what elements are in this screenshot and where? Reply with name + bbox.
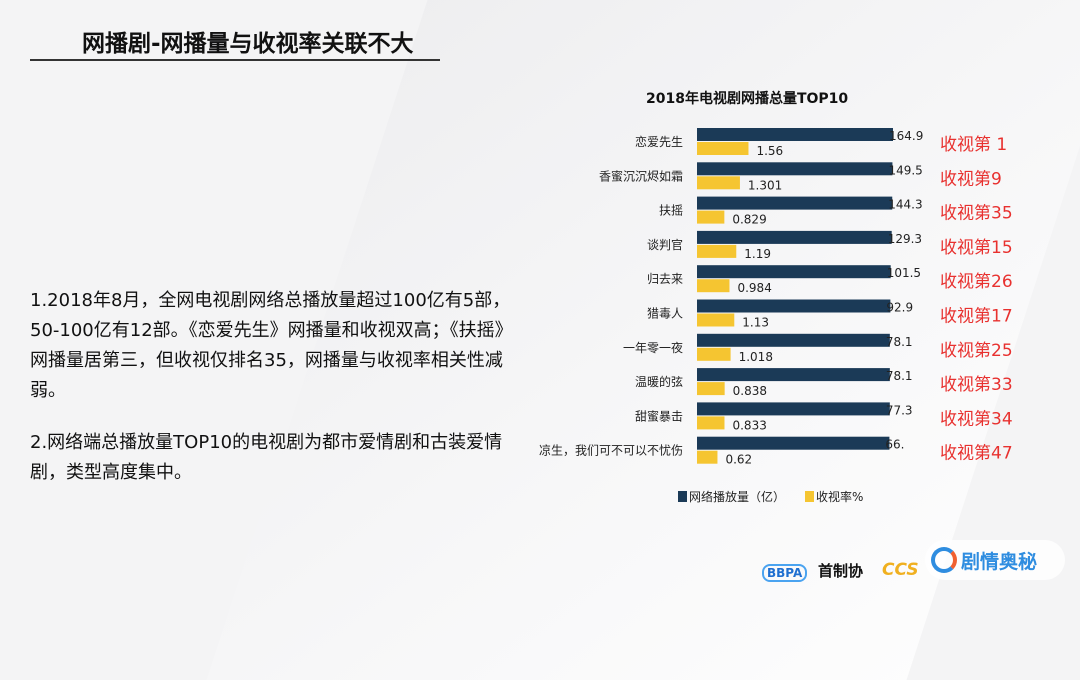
legend-swatch xyxy=(805,491,815,502)
bar-plays xyxy=(697,436,890,450)
rating-rank-annotation: 收视第47 xyxy=(940,444,1013,464)
category-label: 猎毒人 xyxy=(647,307,683,321)
bar-rating xyxy=(697,176,740,190)
play-logo-icon xyxy=(931,547,957,573)
value-label-plays: 101.5 xyxy=(887,266,921,280)
shouzhi-logo: 首制协 xyxy=(818,562,864,580)
legend-item-plays: 网络播放量（亿） xyxy=(678,488,785,505)
bar-rating xyxy=(697,347,731,361)
rating-rank-annotation: 收视第35 xyxy=(940,204,1013,224)
rating-rank-annotation: 收视第 1 xyxy=(940,135,1007,155)
value-label-plays: 66. xyxy=(885,438,904,452)
bar-plays xyxy=(697,196,893,210)
watermark: 剧情奥秘 xyxy=(925,540,1065,580)
slide-body: 1.2018年8月，全网电视剧网络总播放量超过100亿有5部，50-100亿有1… xyxy=(30,286,525,510)
bar-plays xyxy=(697,265,891,279)
bar-rating xyxy=(697,142,749,155)
bar-plays xyxy=(697,230,892,244)
bar-plays xyxy=(697,368,890,382)
paragraph-1: 1.2018年8月，全网电视剧网络总播放量超过100亿有5部，50-100亿有1… xyxy=(30,290,513,401)
category-label: 温暖的弦 xyxy=(635,374,683,389)
bar-rating xyxy=(697,382,725,396)
legend-item-rating: 收视率% xyxy=(805,488,863,505)
value-label-plays: 92.9 xyxy=(886,301,913,315)
rating-rank-annotation: 收视第15 xyxy=(940,238,1013,258)
category-label: 恋爱先生 xyxy=(635,134,683,149)
rating-rank-annotation: 收视第26 xyxy=(940,272,1013,292)
value-label-rating: 1.301 xyxy=(748,178,782,192)
legend-label: 网络播放量（亿） xyxy=(689,490,786,504)
value-label-rating: 1.19 xyxy=(744,247,771,261)
category-label: 凉生，我们可不可以不忧伤 xyxy=(539,443,683,458)
value-label-plays: 78.1 xyxy=(886,369,913,383)
value-label-plays: 77.3 xyxy=(886,403,913,417)
value-label-rating: 1.13 xyxy=(742,316,769,330)
category-label: 谈判官 xyxy=(647,237,683,252)
value-label-rating: 0.829 xyxy=(732,213,766,227)
legend-label: 收视率% xyxy=(816,490,864,504)
bar-plays xyxy=(697,333,890,347)
bar-plays xyxy=(697,128,893,141)
value-label-rating: 1.018 xyxy=(739,350,773,364)
rating-rank-annotation: 收视第33 xyxy=(940,375,1013,395)
legend-swatch xyxy=(678,491,687,502)
chart-legend: 网络播放量（亿） 收视率% xyxy=(678,488,863,505)
value-label-rating: 0.833 xyxy=(732,418,766,432)
chart-title: 2018年电视剧网播总量TOP10 xyxy=(646,91,849,107)
rating-rank-annotation: 收视第25 xyxy=(940,341,1013,361)
bbpa-logo: BBPA xyxy=(762,564,808,582)
value-label-plays: 164.9 xyxy=(889,129,923,143)
bar-rating xyxy=(697,210,725,224)
title-underline xyxy=(30,59,440,61)
rating-rank-annotation: 收视第34 xyxy=(940,409,1013,429)
bar-rating xyxy=(697,416,725,430)
value-label-plays: 144.3 xyxy=(888,198,922,212)
category-label: 甜蜜暴击 xyxy=(635,408,683,423)
value-label-rating: 0.984 xyxy=(737,281,771,295)
category-label: 香蜜沉沉烬如霜 xyxy=(599,168,683,183)
value-label-plays: 129.3 xyxy=(888,232,922,246)
rating-rank-annotation: 收视第9 xyxy=(940,169,1002,189)
category-label: 扶摇 xyxy=(659,203,683,218)
rating-rank-annotation: 收视第17 xyxy=(940,307,1013,327)
bar-rating xyxy=(697,450,718,464)
bar-rating xyxy=(697,244,737,258)
slide-title: 网播剧-网播量与收视率关联不大 xyxy=(82,31,414,57)
value-label-plays: 149.5 xyxy=(888,163,922,177)
bar-plays xyxy=(697,402,890,416)
watermark-text: 剧情奥秘 xyxy=(961,550,1038,573)
value-label-plays: 78.1 xyxy=(886,335,913,349)
bar-rating xyxy=(697,313,735,327)
bar-plays xyxy=(697,162,893,176)
bar-plays xyxy=(697,299,891,313)
bar-rating xyxy=(697,279,730,293)
value-label-rating: 1.56 xyxy=(756,144,783,158)
ccs-logo: CCS xyxy=(882,560,919,580)
paragraph-2: 2.网络端总播放量TOP10的电视剧为都市爱情剧和古装爱情剧，类型高度集中。 xyxy=(30,432,503,483)
value-label-rating: 0.838 xyxy=(733,384,767,398)
value-label-rating: 0.62 xyxy=(725,453,752,467)
bar-chart: 恋爱先生 164.9 1.56 收视第 1 香蜜沉沉烬如霜 149.5 1.301 收视第9 扶… xyxy=(539,128,1013,467)
category-label: 归去来 xyxy=(647,272,683,286)
category-label: 一年零一夜 xyxy=(623,340,683,355)
